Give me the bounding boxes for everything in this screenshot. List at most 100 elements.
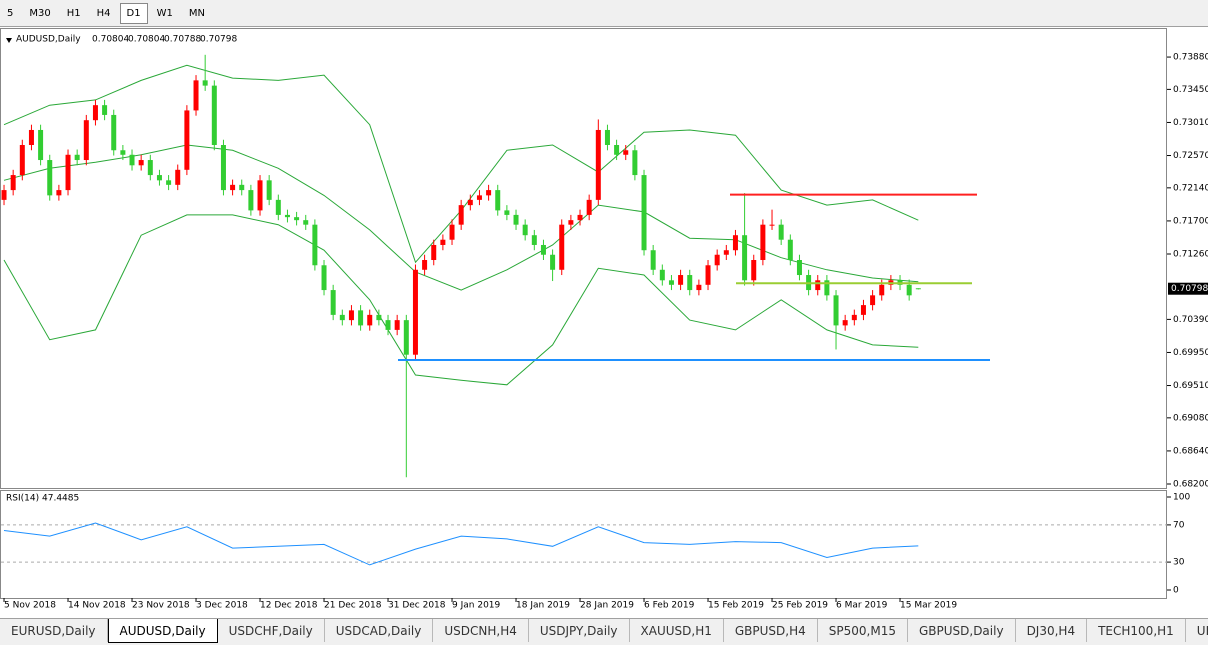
candle-body [111, 114, 117, 151]
candle-body [842, 320, 848, 326]
timeframe-button[interactable]: D1 [119, 2, 148, 24]
y-tick-label: 0.73010 [1173, 118, 1208, 128]
candle-body [513, 214, 519, 225]
main-pane [0, 28, 1167, 489]
symbol-label: AUDUSD,Daily [16, 35, 81, 45]
timeframe-button[interactable]: H1 [66, 7, 81, 19]
candle-body [431, 244, 437, 261]
x-tick-label: 18 Jan 2019 [516, 601, 570, 611]
chart-tab[interactable]: TECH100,H1 [1087, 619, 1186, 642]
candle-body [531, 235, 537, 245]
candle-body [312, 224, 318, 266]
rsi-tick-label: 0 [1173, 586, 1179, 596]
timeframe-toolbar: 5 M30 H1 H4 D1 W1 MN [0, 0, 1208, 27]
chart-tab[interactable]: SP500,M15 [818, 619, 908, 642]
candle-body [568, 220, 574, 225]
candle-body [751, 260, 757, 281]
candle-body [220, 145, 226, 191]
timeframe-button[interactable]: H4 [96, 7, 111, 19]
chart-tab[interactable]: USDJPY,Daily [529, 619, 630, 642]
candle-body [705, 265, 711, 285]
y-tick-label: 0.68200 [1173, 479, 1208, 489]
candle-body [184, 110, 190, 170]
chart: AUDUSD,Daily 0.708040.708040.707880.70798… [0, 28, 1208, 611]
candle-body [467, 199, 473, 206]
chart-tab[interactable]: AUDUSD,Daily [107, 619, 218, 643]
y-tick-label: 0.73880 [1173, 53, 1208, 63]
x-tick-label: 28 Jan 2019 [580, 601, 634, 611]
chart-tab[interactable]: UKC [1186, 619, 1208, 642]
candle-body [403, 320, 409, 355]
bollinger-middle [3, 144, 919, 291]
x-tick-label: 9 Jan 2019 [452, 601, 500, 611]
candle-body [815, 280, 821, 291]
chart-tab[interactable]: DJ30,H4 [1016, 619, 1088, 642]
candle-body [166, 180, 172, 185]
x-tick-label: 21 Dec 2018 [324, 601, 382, 611]
y-tick-label: 0.73450 [1173, 85, 1208, 95]
chart-tab[interactable]: USDCHF,Daily [218, 619, 325, 642]
chart-tab[interactable]: GBPUSD,Daily [908, 619, 1016, 642]
current-price-label: 0.70798 [1171, 284, 1208, 294]
timeframe-button[interactable]: W1 [156, 7, 173, 19]
candle-body [230, 184, 236, 191]
candle-body [422, 260, 428, 270]
candle-body [65, 154, 71, 191]
candle-body [440, 239, 446, 245]
x-tick-label: 6 Feb 2019 [644, 601, 695, 611]
candle-body [632, 150, 638, 176]
candle-body [714, 254, 720, 266]
timeframe-button[interactable]: M30 [29, 7, 51, 19]
candle-body [257, 180, 263, 211]
candle-body [330, 290, 336, 315]
x-tick-label: 3 Dec 2018 [196, 601, 248, 611]
chart-tab[interactable]: USDCNH,H4 [433, 619, 529, 642]
timeframe-button[interactable]: 5 [7, 7, 14, 19]
collapse-icon [6, 38, 12, 43]
candle-body [906, 284, 912, 296]
x-tick-label: 5 Nov 2018 [4, 601, 56, 611]
candle-body [449, 224, 455, 240]
candle-body [833, 295, 839, 326]
rsi-value: 47.4485 [42, 494, 79, 504]
chart-tab[interactable]: USDCAD,Daily [325, 619, 434, 642]
header-price: 0.70804 [92, 35, 129, 45]
candle-body [641, 175, 647, 251]
y-tick-label: 0.69510 [1173, 381, 1208, 391]
rsi-pane [0, 490, 1167, 599]
candle-body [266, 180, 272, 200]
candle-body [495, 190, 501, 211]
candle-body [870, 295, 876, 306]
candle-body [239, 184, 245, 191]
timeframe-button[interactable]: MN [188, 7, 205, 19]
rsi-label: RSI(14) [6, 494, 39, 504]
rsi-line [3, 522, 919, 566]
candle-body [83, 120, 89, 161]
candle-body [358, 310, 364, 326]
candle-body [540, 244, 546, 255]
candle-body [202, 80, 208, 86]
header-price: 0.70798 [200, 35, 237, 45]
candle-body [394, 320, 400, 330]
rsi-tick-label: 30 [1173, 558, 1185, 568]
candle-body [120, 150, 126, 155]
candle-body [47, 160, 53, 196]
x-tick-label: 6 Mar 2019 [836, 601, 888, 611]
candle-body [248, 190, 254, 211]
candle-body [275, 199, 281, 215]
y-tick-label: 0.68640 [1173, 446, 1208, 456]
chart-tab[interactable]: XAUUSD,H1 [630, 619, 724, 642]
chart-tab[interactable]: GBPUSD,H4 [724, 619, 818, 642]
chart-tab[interactable]: EURUSD,Daily [0, 619, 108, 642]
candle-body [367, 314, 373, 326]
candle-body [522, 224, 528, 236]
candle-body [28, 129, 34, 146]
candle-body [129, 154, 135, 166]
x-tick-label: 23 Nov 2018 [132, 601, 190, 611]
candle-body [787, 239, 793, 261]
candle-body [92, 105, 98, 121]
candle-body [595, 129, 601, 200]
rsi-tick-label: 70 [1173, 520, 1185, 530]
candle-body [796, 260, 802, 276]
